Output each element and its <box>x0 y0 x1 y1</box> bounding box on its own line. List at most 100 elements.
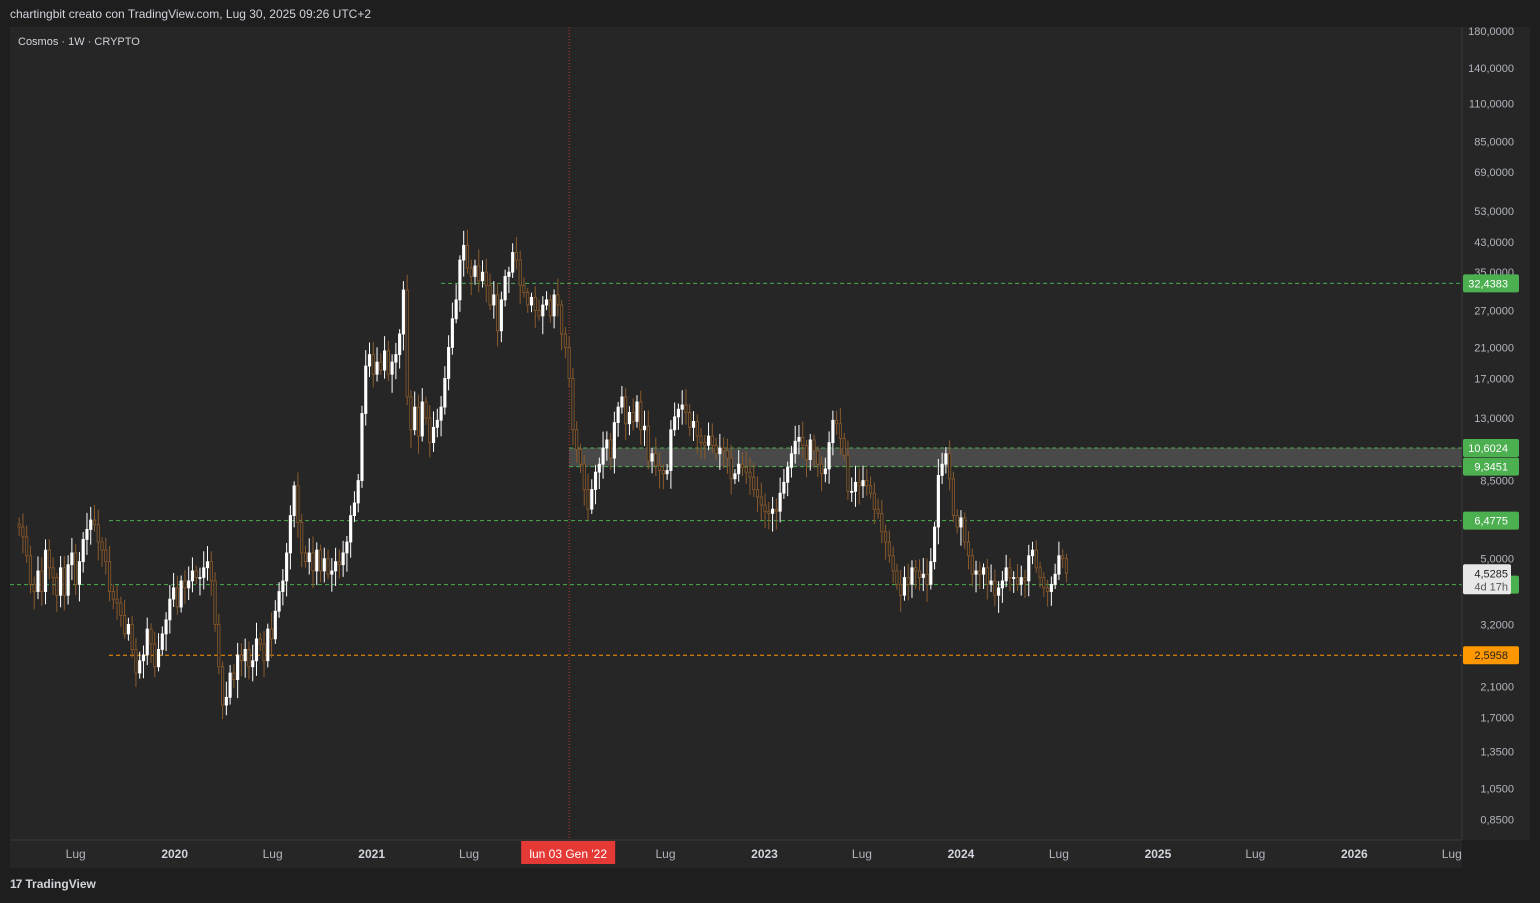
candle-body <box>364 365 368 414</box>
candle-body <box>104 549 108 563</box>
level-labels-layer: 32,438310,60249,34516,47754,19412,59584,… <box>1463 274 1519 665</box>
candle-body <box>929 561 933 585</box>
candle-body <box>755 489 760 498</box>
candle-body <box>529 296 534 306</box>
candle-body <box>288 515 292 554</box>
candle-body <box>119 602 123 616</box>
level-price-badge <box>1463 274 1519 293</box>
candle-body <box>473 265 477 277</box>
candle-body <box>725 450 729 459</box>
candle-body <box>292 485 296 516</box>
level-price-badge <box>1463 646 1519 665</box>
price-tick-label: 8,5000 <box>1480 476 1514 488</box>
candle-body <box>74 552 78 585</box>
candle-body <box>1023 577 1027 582</box>
time-tick-label: Lug <box>459 847 479 861</box>
candle-body <box>518 259 522 286</box>
candle-body <box>925 573 929 585</box>
candle-body <box>431 426 436 443</box>
candle-body <box>349 515 353 543</box>
candle-body <box>533 296 537 311</box>
candle-body <box>857 481 861 487</box>
candle-body <box>492 294 496 306</box>
time-tick-label: Lug <box>1442 847 1462 861</box>
candle-body <box>209 561 213 582</box>
candle-body <box>1000 580 1004 589</box>
candle-body <box>115 598 119 604</box>
candle-body <box>401 289 405 335</box>
candle-body <box>484 271 488 286</box>
candle-body <box>175 587 179 608</box>
candle-body <box>507 271 511 277</box>
candle-body <box>593 471 598 490</box>
candle-body <box>315 549 319 572</box>
time-axis-ticks: Lug 2020 Lug 2021 Lug Lug 2023 Lug 2024 Lug 2025 Lu… <box>66 841 1462 864</box>
candle-body <box>691 421 696 428</box>
candle-body <box>556 294 560 306</box>
level-price-label: 6,4775 <box>1474 516 1508 528</box>
candle-body <box>330 570 334 575</box>
chart-header-attribution: chartingbit creato con TradingView.com, … <box>10 7 372 21</box>
candle-body <box>375 361 379 375</box>
time-tick-label: 2020 <box>161 847 188 861</box>
time-axis-background[interactable] <box>10 840 1462 868</box>
candle-body <box>997 587 1001 596</box>
candle-body <box>213 580 217 625</box>
candle-body <box>526 292 530 306</box>
candle-body <box>620 396 624 408</box>
price-tick-label: 0,8500 <box>1480 815 1514 827</box>
candle-body <box>789 453 794 468</box>
candle-body <box>367 354 372 367</box>
candle-body <box>669 429 673 471</box>
price-tick-label: 69,0000 <box>1474 167 1514 179</box>
candle-body <box>548 299 552 317</box>
level-price-label: 32,4383 <box>1468 278 1508 290</box>
resistance-zone <box>569 448 1462 467</box>
candle-body <box>172 587 176 600</box>
candle-body <box>970 555 974 575</box>
candle-body <box>578 449 583 465</box>
candle-body <box>488 284 492 306</box>
candle-body <box>307 552 311 563</box>
candle-body <box>902 577 907 596</box>
tradingview-logo[interactable]: 17 TradingView <box>10 877 96 891</box>
candle-body <box>951 478 955 516</box>
candle-body <box>1008 567 1012 578</box>
candle-body <box>107 561 112 592</box>
candle-body <box>733 473 737 480</box>
price-axis-background[interactable] <box>1462 27 1530 840</box>
last-price-badge <box>1463 564 1511 595</box>
candle-body <box>820 463 824 475</box>
price-tick-label: 5,0000 <box>1480 554 1514 566</box>
candle-body <box>793 440 797 455</box>
tradingview-logo-text: TradingView <box>25 877 96 891</box>
candle-body <box>232 672 236 680</box>
candle-body <box>443 378 447 408</box>
candle-body <box>36 570 40 592</box>
candle-body <box>699 435 703 443</box>
candle-body <box>782 481 786 494</box>
candle-body <box>661 470 665 475</box>
candle-body <box>424 401 428 419</box>
candle-body <box>1053 573 1057 585</box>
candle-body <box>586 489 590 510</box>
candle-body <box>665 470 669 475</box>
candle-body <box>544 299 549 306</box>
candle-body <box>582 463 586 490</box>
candle-body <box>933 526 937 563</box>
candle-body <box>1034 549 1038 569</box>
level-price-badge <box>1463 511 1519 530</box>
candle-body <box>808 439 812 460</box>
candle-body <box>360 413 364 481</box>
candle-body <box>767 510 771 514</box>
candle-body <box>684 404 688 413</box>
price-tick-label: 27,0000 <box>1474 305 1514 317</box>
candle-body <box>266 628 270 662</box>
candle-body <box>345 541 349 554</box>
candle-body <box>322 558 326 572</box>
candle-body <box>718 447 722 455</box>
candle-body <box>258 638 262 645</box>
price-tick-label: 1,3500 <box>1480 746 1514 758</box>
candle-body <box>224 696 228 706</box>
